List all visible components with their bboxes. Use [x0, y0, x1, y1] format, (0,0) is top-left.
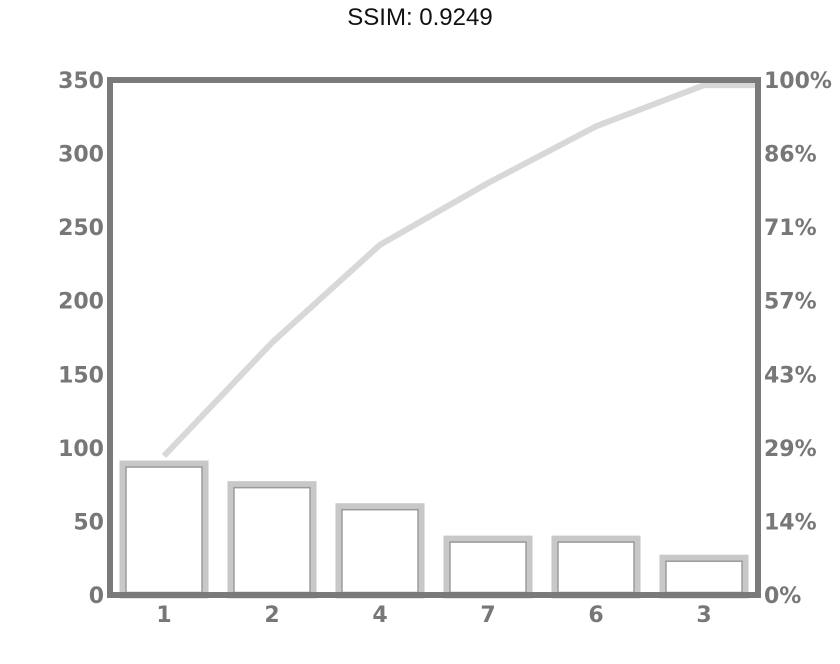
left-y-tick-label: 100: [58, 437, 104, 462]
x-tick-label: 1: [156, 603, 171, 628]
bars-layer: [119, 460, 749, 599]
x-tick-label: 2: [264, 603, 279, 628]
right-y-tick-labels: 0% 14% 29% 43% 57% 71% 86% 100%: [764, 69, 832, 609]
bar: [443, 535, 533, 599]
chart-title: SSIM: 0.9249: [347, 4, 493, 31]
right-y-tick-label: 0%: [764, 584, 801, 609]
right-y-tick-label: 57%: [764, 290, 817, 315]
x-tick-labels: 1 2 4 7 6 3: [156, 603, 711, 628]
bar: [551, 535, 641, 599]
bar: [119, 460, 209, 599]
bar: [335, 503, 425, 599]
bar: [227, 481, 317, 599]
right-y-tick-label: 29%: [764, 437, 817, 462]
x-tick-label: 4: [372, 603, 387, 628]
left-y-tick-label: 250: [58, 216, 104, 241]
x-tick-label: 7: [480, 603, 495, 628]
right-y-tick-label: 71%: [764, 216, 817, 241]
right-y-tick-label: 100%: [764, 69, 832, 94]
x-tick-label: 3: [696, 603, 711, 628]
left-y-tick-labels: 0 50 100 150 200 250 300 350: [58, 69, 104, 609]
left-y-tick-label: 150: [58, 363, 104, 388]
left-y-tick-label: 200: [58, 290, 104, 315]
cumulative-line: [161, 82, 758, 459]
left-y-tick-label: 350: [58, 69, 104, 94]
right-y-tick-label: 14%: [764, 510, 817, 535]
left-y-tick-label: 50: [73, 510, 104, 535]
left-y-tick-label: 300: [58, 143, 104, 168]
bar: [659, 554, 749, 599]
plot-frame: [107, 77, 761, 598]
right-y-tick-label: 43%: [764, 363, 817, 388]
x-tick-label: 6: [588, 603, 603, 628]
right-y-tick-label: 86%: [764, 143, 817, 168]
left-y-tick-label: 0: [89, 584, 104, 609]
